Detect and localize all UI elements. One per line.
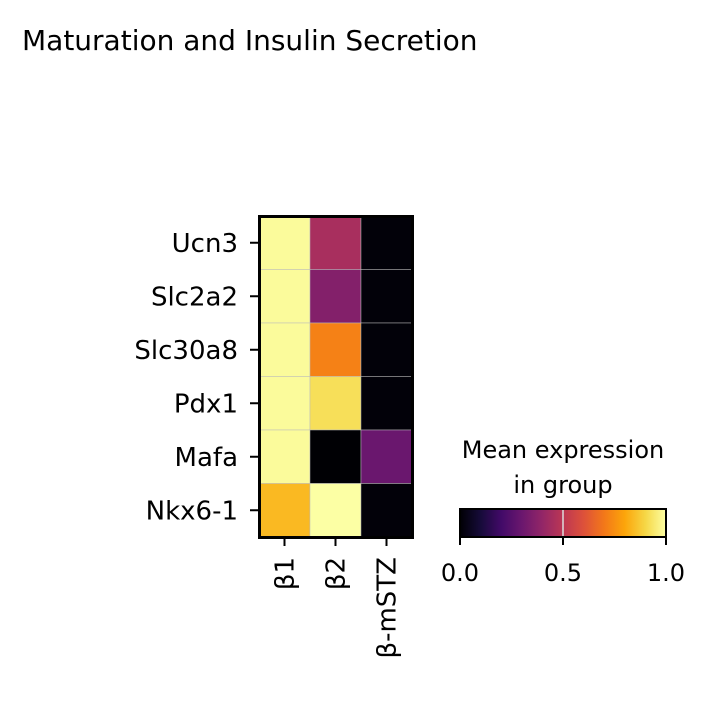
heatmap-cell (360, 483, 413, 538)
heatmap-cell (360, 269, 413, 324)
row-label: Ucn3 (172, 229, 238, 259)
heatmap-cell (258, 215, 311, 270)
row-label: Slc30a8 (134, 336, 238, 366)
heatmap-cells (258, 215, 413, 538)
row-label: Slc2a2 (151, 282, 238, 312)
colorbar-tick-label-0: 0.0 (441, 559, 479, 587)
heatmap-cell (360, 429, 413, 484)
colorbar-title-line-2: in group (513, 471, 612, 499)
heatmap-cell (258, 269, 311, 324)
chart-title: Maturation and Insulin Secretion (22, 24, 478, 57)
colorbar-tick-label-05: 0.5 (544, 559, 582, 587)
heatmap-cell (309, 429, 362, 484)
heatmap-cell (360, 376, 413, 431)
column-label: β2 (322, 557, 352, 590)
heatmap-cell (258, 483, 311, 538)
heatmap-cell (258, 322, 311, 377)
heatmap-cell (309, 483, 362, 538)
row-label: Pdx1 (174, 389, 238, 419)
column-labels: β1 β2 β-mSTZ (271, 557, 403, 659)
column-label: β-mSTZ (373, 557, 403, 659)
heatmap-cell (360, 215, 413, 270)
row-label: Mafa (175, 443, 238, 473)
heatmap-cell (309, 269, 362, 324)
heatmap-cell (258, 376, 311, 431)
heatmap-cell (309, 376, 362, 431)
colorbar-tick-label-1: 1.0 (647, 559, 685, 587)
axis-ticks (250, 241, 388, 546)
heatmap-cell (360, 322, 413, 377)
colorbar-title-line-1: Mean expression (462, 436, 664, 464)
colorbar: Mean expression in group 0.0 0.5 1.0 (441, 436, 685, 587)
column-label: β1 (271, 557, 301, 590)
heatmap-cell (309, 322, 362, 377)
heatmap-cell (309, 215, 362, 270)
row-label: Nkx6-1 (146, 496, 238, 526)
row-labels: Ucn3 Slc2a2 Slc30a8 Pdx1 Mafa Nkx6-1 (134, 229, 238, 527)
heatmap-cell (258, 429, 311, 484)
